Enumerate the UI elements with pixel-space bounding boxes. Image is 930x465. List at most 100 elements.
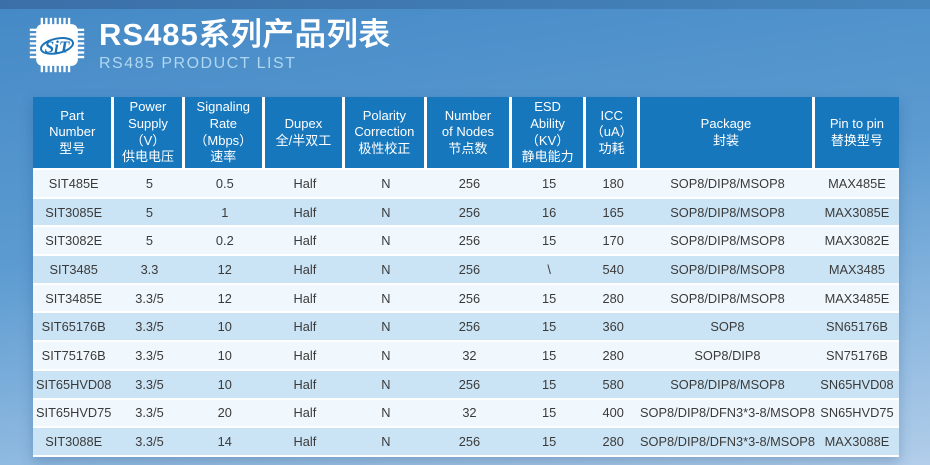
table-cell: 12 bbox=[217, 290, 232, 306]
brand-text: RS485系列产品列表 RS485 PRODUCT LIST bbox=[99, 16, 391, 73]
table-cell: 256 bbox=[458, 175, 481, 191]
table-cell: 14 bbox=[217, 434, 232, 450]
table-cell: Half bbox=[293, 261, 317, 277]
product-table: Part Number 型号 Power Supply （V） 供电电压 Signaling R… bbox=[33, 97, 899, 457]
table-cell: 256 bbox=[458, 434, 481, 450]
table-cell: N bbox=[381, 434, 391, 450]
table-cell: 3.3/5 bbox=[135, 405, 164, 421]
table-cell: 3.3/5 bbox=[135, 347, 164, 363]
table-cell: 0.5 bbox=[215, 175, 234, 191]
header-cell-package: Package 封装 bbox=[640, 97, 815, 168]
table-cell: SN65HVD75 bbox=[820, 405, 894, 421]
table-cell: 5 bbox=[145, 175, 154, 191]
table-cell: SOP8/DIP8/DFN3*3-8/MSOP8 bbox=[640, 434, 815, 450]
table-cell: N bbox=[381, 204, 391, 220]
table-cell: 280 bbox=[602, 434, 624, 450]
table-cell: 3.3/5 bbox=[135, 319, 164, 335]
table-cell: 32 bbox=[462, 405, 477, 421]
table-cell: 16 bbox=[541, 204, 557, 220]
table-cell: 5 bbox=[145, 233, 154, 249]
table-cell: 32 bbox=[462, 347, 477, 363]
brand-header: SiT RS485系列产品列表 RS485 PRODUCT LIST bbox=[28, 16, 391, 74]
table-cell: N bbox=[381, 290, 391, 306]
table-cell: 20 bbox=[217, 405, 232, 421]
table-cell: Half bbox=[293, 405, 317, 421]
table-cell: 280 bbox=[602, 290, 624, 306]
table-row: SIT75176B 3.3/5 10 Half N 32 15 280 SOP8/DIP8 SN7… bbox=[33, 342, 899, 371]
table-cell: 15 bbox=[541, 319, 557, 335]
table-cell: N bbox=[381, 233, 391, 249]
table-cell: SIT65176B bbox=[41, 319, 106, 335]
table-cell: SOP8/DIP8/DFN3*3-8/MSOP8 bbox=[640, 405, 815, 421]
table-cell: MAX3485 bbox=[828, 261, 886, 277]
page-title: RS485系列产品列表 bbox=[99, 16, 391, 52]
table-row: SIT485E 5 0.5 Half N 256 15 180 SOP8/DIP8/MSOP8 M… bbox=[33, 170, 899, 199]
table-cell: SIT3485 bbox=[49, 261, 98, 277]
table-cell: SOP8 bbox=[710, 319, 745, 335]
table-row: SIT3085E 5 1 Half N 256 16 165 SOP8/DIP8/MSOP8 MA… bbox=[33, 198, 899, 228]
logo-text: SiT bbox=[45, 37, 71, 56]
table-cell: 256 bbox=[458, 319, 481, 335]
table-cell: 580 bbox=[602, 376, 624, 392]
table-cell: SIT65HVD08 bbox=[35, 376, 112, 392]
table-cell: SIT3085E bbox=[45, 204, 103, 220]
header-cell-esd-ability: ESD Ability （KV） 静电能力 bbox=[511, 97, 587, 168]
table-cell: SOP8/DIP8/MSOP8 bbox=[670, 204, 785, 220]
header-cell-polarity-correction: Polarity Correction 极性校正 bbox=[344, 97, 427, 168]
table-cell: 10 bbox=[217, 319, 232, 335]
table-cell: MAX3485E bbox=[824, 290, 890, 306]
table-row: SIT3485 3.3 12 Half N 256 \ 540 SOP8/DIP8/MSOP8 M… bbox=[33, 256, 899, 285]
table-cell: 360 bbox=[602, 319, 624, 335]
table-body: SIT485E 5 0.5 Half N 256 15 180 SOP8/DIP8/MSOP8 M… bbox=[33, 170, 899, 457]
chip-logo-icon: SiT bbox=[29, 17, 85, 73]
table-cell: MAX3088E bbox=[824, 434, 890, 450]
table-cell: 15 bbox=[541, 376, 557, 392]
table-cell: SIT3088E bbox=[45, 434, 103, 450]
table-cell: \ bbox=[547, 261, 551, 277]
table-cell: SOP8/DIP8/MSOP8 bbox=[670, 261, 785, 277]
table-cell: Half bbox=[293, 175, 317, 191]
table-cell: MAX485E bbox=[828, 175, 886, 191]
header-cell-signaling-rate: Signaling Rate （Mbps） 速率 bbox=[184, 97, 266, 168]
table-cell: SOP8/DIP8/MSOP8 bbox=[670, 376, 785, 392]
table-cell: 256 bbox=[458, 204, 481, 220]
table-cell: SIT3485E bbox=[45, 290, 103, 306]
header-cell-pin-to-pin: Pin to pin 替换型号 bbox=[814, 97, 899, 168]
header-cell-icc: ICC （uA） 功耗 bbox=[586, 97, 641, 168]
table-cell: Half bbox=[293, 204, 317, 220]
table-cell: SIT75176B bbox=[41, 347, 106, 363]
table-cell: Half bbox=[293, 434, 317, 450]
table-cell: 15 bbox=[541, 434, 557, 450]
table-cell: N bbox=[381, 376, 391, 392]
table-cell: SOP8/DIP8 bbox=[694, 347, 761, 363]
header-cell-part-number: Part Number 型号 bbox=[33, 97, 115, 168]
table-cell: SIT65HVD75 bbox=[35, 405, 112, 421]
table-cell: 15 bbox=[541, 233, 557, 249]
table-cell: 15 bbox=[541, 405, 557, 421]
table-cell: 540 bbox=[602, 261, 624, 277]
table-cell: MAX3085E bbox=[824, 204, 890, 220]
table-cell: 256 bbox=[458, 261, 481, 277]
table-cell: SIT3082E bbox=[45, 233, 103, 249]
header-cell-number-of-nodes: Number of Nodes 节点数 bbox=[427, 97, 512, 168]
table-cell: N bbox=[381, 175, 391, 191]
table-row: SIT3485E 3.3/5 12 Half N 256 15 280 SOP8/DIP8/MS… bbox=[33, 284, 899, 314]
table-cell: 256 bbox=[458, 376, 481, 392]
header-cell-dupex: Dupex 全/半双工 bbox=[265, 97, 345, 168]
table-cell: 0.2 bbox=[215, 233, 234, 249]
table-cell: 12 bbox=[217, 261, 232, 277]
table-cell: 280 bbox=[602, 347, 624, 363]
table-cell: 10 bbox=[217, 376, 232, 392]
table-cell: 15 bbox=[541, 347, 557, 363]
table-row: SIT3088E 3.3/5 14 Half N 256 15 280 SOP8/DIP8/DF… bbox=[33, 428, 899, 457]
table-cell: SN75176B bbox=[825, 347, 888, 363]
table-row: SIT3082E 5 0.2 Half N 256 15 170 SOP8/DIP8/MSOP8… bbox=[33, 227, 899, 257]
table-cell: 180 bbox=[602, 175, 624, 191]
table-cell: 165 bbox=[602, 204, 624, 220]
table-cell: N bbox=[381, 405, 391, 421]
table-cell: SIT485E bbox=[48, 175, 99, 191]
table-cell: 256 bbox=[458, 290, 481, 306]
table-cell: Half bbox=[293, 290, 317, 306]
table-cell: SN65176B bbox=[825, 319, 888, 335]
table-cell: Half bbox=[293, 233, 317, 249]
